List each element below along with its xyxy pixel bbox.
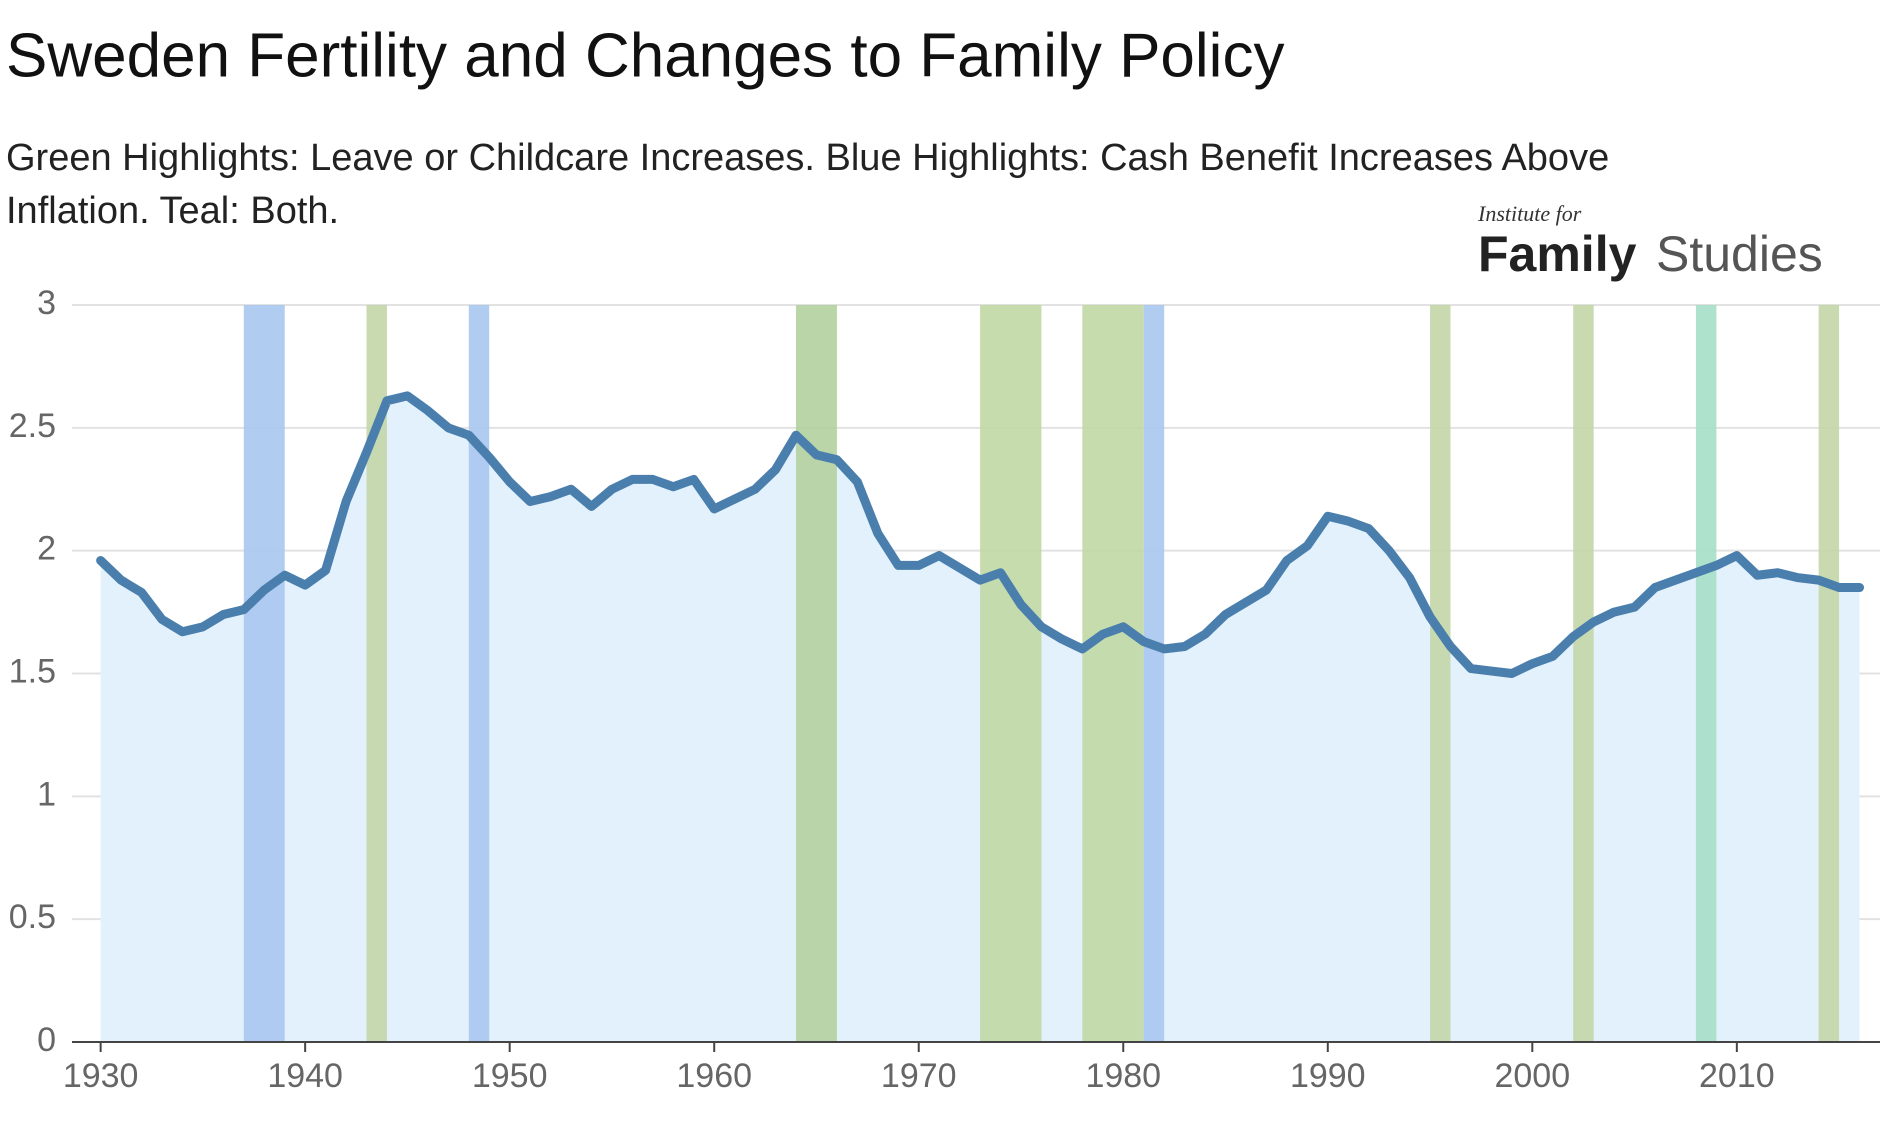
y-tick-label: 0 — [37, 1021, 56, 1059]
highlight-band — [1430, 305, 1451, 1042]
highlight-band — [1695, 305, 1717, 1042]
logo-light: Studies — [1656, 226, 1823, 282]
highlight-band — [468, 305, 490, 1042]
highlight-band — [1143, 305, 1165, 1042]
x-tick-label: 1940 — [267, 1057, 343, 1095]
x-tick-label: 2000 — [1494, 1057, 1570, 1095]
highlight-band — [1818, 305, 1840, 1042]
subtitle: Inflation. Teal: Both. — [6, 190, 339, 232]
y-tick-label: 2.5 — [9, 407, 56, 445]
highlight-band — [243, 305, 285, 1042]
y-tick-label: 3 — [37, 284, 56, 322]
logo-small: Institute for — [1477, 201, 1582, 226]
x-tick-label: 1930 — [63, 1057, 139, 1095]
x-tick-label: 1950 — [472, 1057, 548, 1095]
y-tick-label: 1 — [37, 775, 56, 813]
x-tick-label: 1970 — [881, 1057, 957, 1095]
highlight-band — [980, 305, 1042, 1042]
y-tick-label: 2 — [37, 530, 56, 568]
y-tick-label: 1.5 — [9, 652, 56, 690]
x-tick-label: 1990 — [1290, 1057, 1366, 1095]
highlight-band — [366, 305, 387, 1042]
subtitle: Green Highlights: Leave or Childcare Inc… — [6, 137, 1609, 179]
x-tick-label: 2010 — [1699, 1057, 1775, 1095]
line — [96, 391, 1865, 678]
y-tick-label: 0.5 — [9, 898, 56, 936]
chart-title: Sweden Fertility and Changes to Family P… — [6, 21, 1284, 90]
logo-bold: Family — [1478, 226, 1637, 282]
highlight-band — [796, 305, 837, 1042]
x-tick-label: 1980 — [1085, 1057, 1161, 1095]
x-tick-label: 1960 — [676, 1057, 752, 1095]
highlight-band — [1573, 305, 1594, 1042]
highlight-band — [1082, 305, 1144, 1042]
